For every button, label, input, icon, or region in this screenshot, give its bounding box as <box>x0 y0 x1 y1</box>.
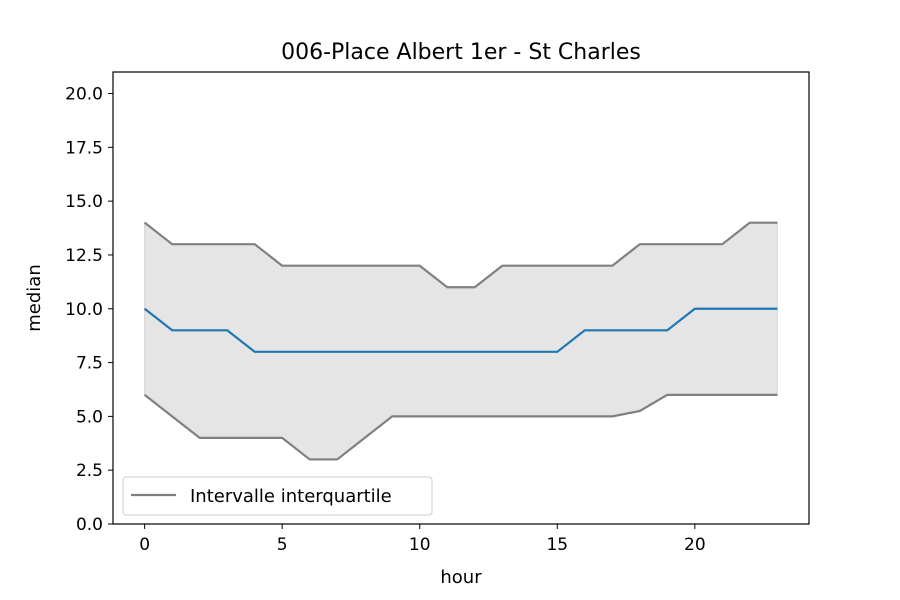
y-axis: 0.0 2.5 5.0 7.5 10.0 12.5 15.0 17.5 20.0 <box>65 85 113 535</box>
x-tick-label-5: 5 <box>277 535 288 555</box>
x-tick-label-15: 15 <box>546 535 568 555</box>
x-axis-label: hour <box>440 567 482 588</box>
legend-label-interquartile: Intervalle interquartile <box>190 486 392 507</box>
median-line <box>143 307 778 353</box>
x-tick-label-10: 10 <box>409 535 431 555</box>
legend-box <box>122 476 433 516</box>
x-axis: 0 5 10 15 20 <box>139 524 706 555</box>
lower-quartile-line <box>143 393 778 461</box>
y-tick-label-17.5: 17.5 <box>65 138 103 158</box>
upper-quartile-line <box>143 221 778 289</box>
y-tick-label-7.5: 7.5 <box>76 354 103 374</box>
y-tick-label-12.5: 12.5 <box>65 246 103 266</box>
y-tick-label-5: 5.0 <box>76 407 103 427</box>
x-tick-label-0: 0 <box>139 535 150 555</box>
y-tick-label-2.5: 2.5 <box>76 461 103 481</box>
legend: Intervalle interquartile <box>122 476 433 516</box>
y-tick-label-0: 0.0 <box>76 515 103 535</box>
y-axis-label: median <box>24 264 45 331</box>
y-tick-label-10: 10.0 <box>65 300 103 320</box>
x-tick-label-20: 20 <box>684 535 706 555</box>
y-tick-label-15: 15.0 <box>65 192 103 212</box>
chart-title: 006-Place Albert 1er - St Charles <box>281 40 641 65</box>
y-tick-label-20: 20.0 <box>65 85 103 105</box>
plot-frame <box>112 71 810 525</box>
